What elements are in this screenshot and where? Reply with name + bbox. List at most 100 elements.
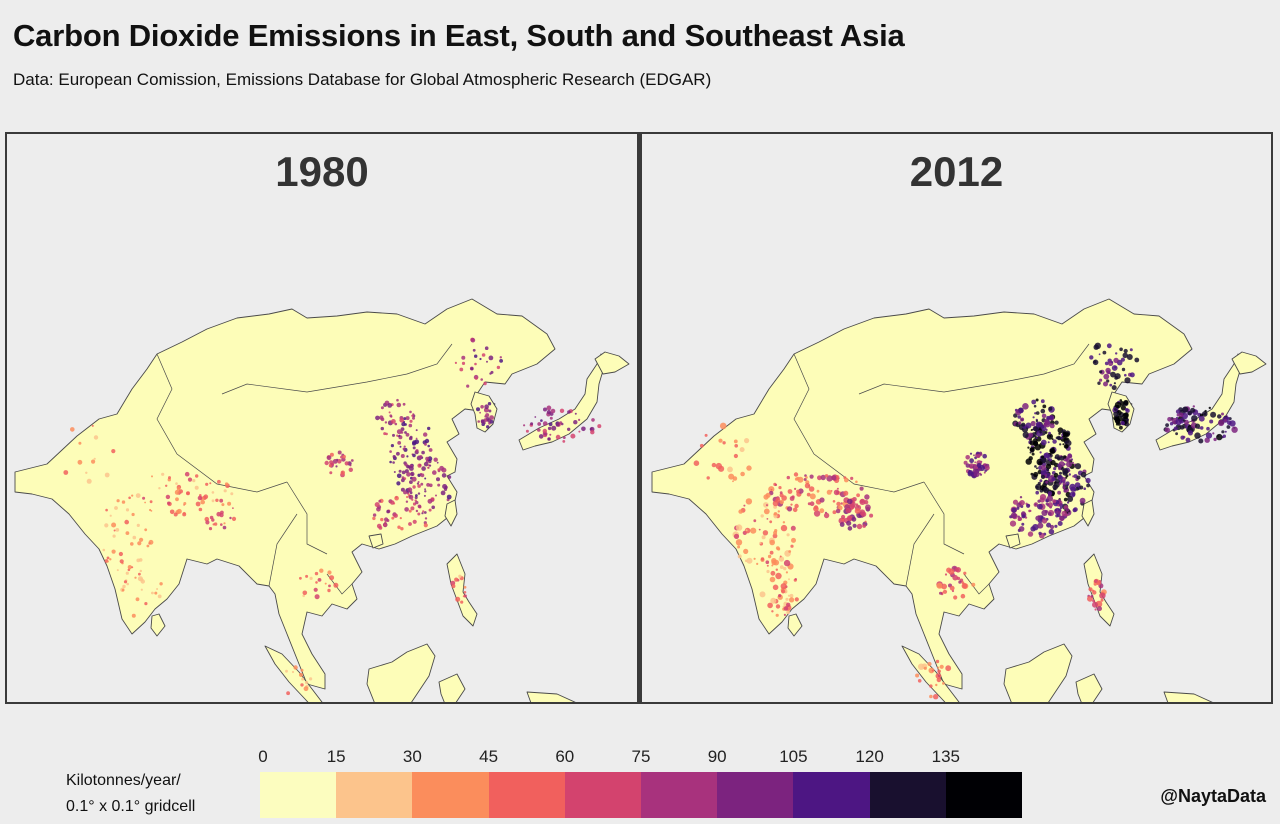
emission-hotspot [745,529,748,532]
emission-hotspot [1106,379,1110,383]
emission-hotspot [1059,455,1065,461]
emission-hotspot [348,467,353,472]
emission-hotspot [402,447,406,451]
emission-hotspot [1173,426,1178,431]
emission-hotspot [774,483,778,487]
emission-hotspot [1072,475,1075,478]
landmass-sulawesi [438,673,466,702]
emission-hotspot [220,523,223,526]
emission-hotspot [130,542,134,546]
emission-hotspot [546,405,552,411]
legend-tick-label: 90 [707,747,727,766]
emission-hotspot [1167,417,1172,422]
emission-hotspot [1037,522,1044,529]
emission-hotspot [168,476,171,480]
emission-hotspot [847,498,853,505]
emission-hotspot [86,478,92,484]
emission-hotspot [126,582,129,586]
emission-hotspot [770,570,776,576]
emission-hotspot [461,361,466,365]
emission-hotspot [423,461,429,467]
emission-hotspot [396,473,402,479]
emission-hotspot [787,506,793,512]
emission-hotspot [1219,415,1222,418]
emission-hotspot [314,594,320,600]
emission-hotspot [305,574,309,578]
legend-swatch [793,772,870,818]
emission-hotspot [693,460,700,466]
emission-hotspot [169,509,175,515]
emission-hotspot [157,594,162,599]
emission-hotspot [115,528,120,532]
emission-hotspot [416,482,419,485]
emission-hotspot [399,418,405,423]
emission-hotspot [1065,476,1068,479]
emission-hotspot [1032,416,1035,419]
emission-hotspot [803,478,807,481]
emission-hotspot [209,482,212,485]
emission-hotspot [378,499,382,503]
emission-hotspot [794,477,799,481]
emission-hotspot [562,440,566,443]
emission-hotspot [404,431,407,434]
emission-hotspot [790,544,794,548]
emission-hotspot [843,490,849,496]
emission-hotspot [1051,477,1056,482]
map-group [651,298,1267,702]
emission-hotspot [429,483,433,488]
landmass-sri-lanka [150,613,166,637]
emission-hotspot [1182,406,1189,413]
emission-hotspot [417,492,421,495]
emission-hotspot [778,486,782,490]
landmass-mainland [14,298,556,690]
emission-hotspot [1059,515,1065,521]
emission-hotspot [314,571,319,576]
emission-hotspot [412,485,416,489]
emission-hotspot [746,557,753,564]
emission-hotspot [772,500,779,507]
emission-hotspot [463,591,467,594]
emission-hotspot [317,578,322,582]
emission-hotspot [302,594,306,598]
emission-hotspot [1035,485,1039,489]
emission-hotspot [953,595,958,600]
emission-hotspot [123,580,128,584]
emission-hotspot [718,438,723,443]
emission-hotspot [841,514,846,520]
country-border [858,343,1090,395]
legend-ticks: 0 15 30 45 60 75 90 105 120 135 [258,747,1022,769]
emission-hotspot [555,434,561,440]
emission-hotspot [732,480,734,483]
emission-hotspot [944,573,948,576]
emission-hotspot [786,602,791,607]
emission-hotspot [300,668,304,672]
emission-hotspot [1062,443,1065,446]
emission-hotspot [1099,370,1103,374]
emission-hotspot [1114,366,1117,369]
emission-hotspot [960,593,966,599]
legend-tick-label: 135 [931,747,960,766]
emission-hotspot [286,691,290,696]
emission-hotspot [759,591,766,598]
emission-hotspot [388,411,391,414]
emission-hotspot [489,415,494,420]
emission-hotspot [332,459,338,464]
emission-hotspot [766,569,770,574]
emission-hotspot [93,457,96,460]
emission-hotspot [933,694,939,700]
emission-hotspot [112,534,116,538]
emission-hotspot [567,410,571,414]
emission-hotspot [1034,503,1037,506]
emission-hotspot [597,424,602,429]
emission-hotspot [486,360,488,363]
emission-hotspot [769,520,773,524]
emission-hotspot [1057,474,1063,481]
emission-hotspot [1035,515,1041,521]
emission-hotspot [1059,506,1063,510]
emission-hotspot [1119,425,1123,430]
emission-hotspot [1085,477,1091,484]
emission-hotspot [421,512,424,515]
emission-hotspot [1058,432,1061,435]
emission-hotspot [1094,608,1097,611]
emission-hotspot [195,501,201,507]
